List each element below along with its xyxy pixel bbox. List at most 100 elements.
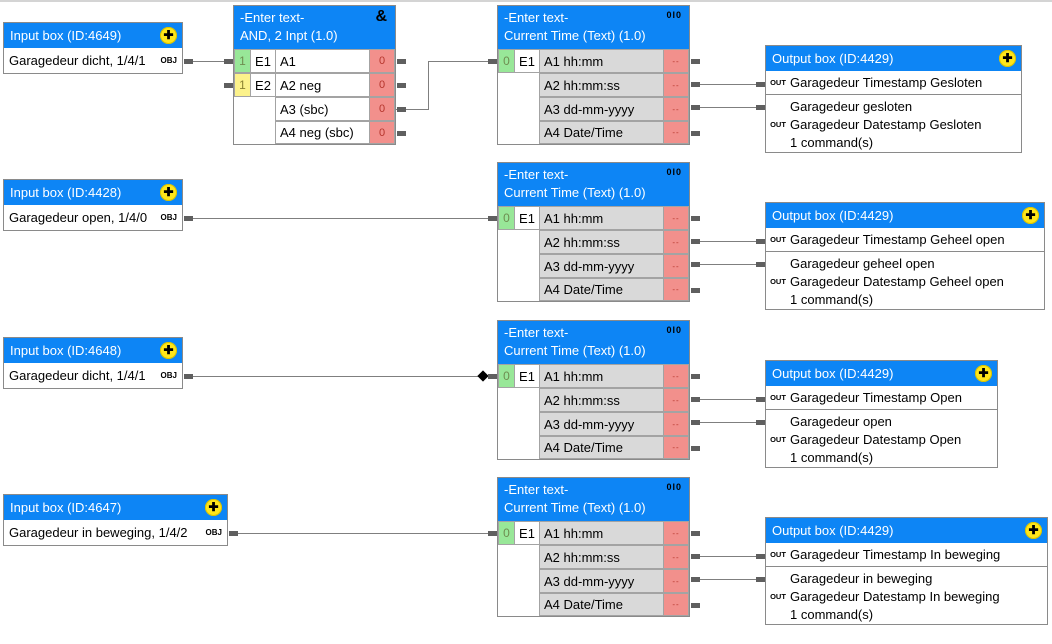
time-output-label-a1[interactable]: A1 hh:mm: [539, 206, 664, 230]
input-box-4428[interactable]: Input box (ID:4428) ✚ Garagedeur open, 1…: [3, 179, 183, 231]
time-output-value-a4[interactable]: --: [663, 121, 689, 144]
time-input-state[interactable]: 0: [498, 206, 515, 230]
and-output-value-a3[interactable]: 0: [369, 97, 395, 121]
time-output-value-a2[interactable]: --: [663, 545, 689, 569]
connection-dot[interactable]: [477, 370, 489, 382]
wire[interactable]: [184, 376, 484, 377]
wire[interactable]: [698, 264, 757, 265]
port-nub[interactable]: [691, 374, 700, 379]
port-nub[interactable]: [691, 531, 700, 536]
port-nub[interactable]: [756, 577, 765, 582]
plus-icon[interactable]: ✚: [999, 50, 1016, 67]
port-nub[interactable]: [756, 239, 765, 244]
port-nub[interactable]: [756, 105, 765, 110]
input-box-4648[interactable]: Input box (ID:4648) ✚ Garagedeur dicht, …: [3, 337, 183, 389]
time-output-label-a4[interactable]: A4 Date/Time: [539, 121, 664, 144]
time-output-value-a2[interactable]: --: [663, 388, 689, 412]
time-output-label-a4[interactable]: A4 Date/Time: [539, 278, 664, 301]
and-block-name[interactable]: -Enter text-: [240, 10, 305, 25]
port-nub[interactable]: [397, 59, 406, 64]
time-block-1[interactable]: -Enter text- Current Time (Text) (1.0) 0…: [497, 5, 690, 145]
port-nub[interactable]: [756, 262, 765, 267]
time-output-label-a3[interactable]: A3 dd-mm-yyyy: [539, 569, 664, 593]
wire[interactable]: [698, 422, 757, 423]
time-output-label-a2[interactable]: A2 hh:mm:ss: [539, 388, 664, 412]
time-output-label-a3[interactable]: A3 dd-mm-yyyy: [539, 412, 664, 436]
output-box-3[interactable]: Output box (ID:4429) ✚ OUT Garagedeur Ti…: [765, 360, 998, 468]
wire[interactable]: [184, 218, 488, 219]
output-command-row[interactable]: OUT Garagedeur Timestamp Gesloten: [766, 71, 1021, 95]
time-block-name[interactable]: -Enter text-: [504, 482, 569, 497]
time-output-label-a2[interactable]: A2 hh:mm:ss: [539, 230, 664, 254]
input-box-body[interactable]: Garagedeur in beweging, 1/4/2 OBJ: [4, 520, 227, 545]
plus-icon[interactable]: ✚: [1025, 522, 1042, 539]
wire[interactable]: [229, 533, 488, 534]
output-box-1[interactable]: Output box (ID:4429) ✚ OUT Garagedeur Ti…: [765, 45, 1022, 153]
time-output-label-a1[interactable]: A1 hh:mm: [539, 364, 664, 388]
output-command-group[interactable]: Garagedeur gesloten OUT Garagedeur Datest…: [766, 95, 1021, 152]
output-command-row[interactable]: OUT Garagedeur Timestamp In beweging: [766, 543, 1047, 567]
time-output-value-a3[interactable]: --: [663, 254, 689, 278]
time-block-3[interactable]: -Enter text- Current Time (Text) (1.0) 0…: [497, 320, 690, 460]
input-box-body[interactable]: Garagedeur dicht, 1/4/1 OBJ: [4, 48, 182, 73]
time-output-value-a1[interactable]: --: [663, 521, 689, 545]
wire[interactable]: [698, 107, 757, 108]
port-nub[interactable]: [691, 397, 700, 402]
and-input-state-e2[interactable]: 1: [234, 73, 251, 97]
plus-icon[interactable]: ✚: [160, 27, 177, 44]
port-nub[interactable]: [691, 239, 700, 244]
time-output-label-a3[interactable]: A3 dd-mm-yyyy: [539, 97, 664, 121]
time-block-name[interactable]: -Enter text-: [504, 10, 569, 25]
time-output-label-a2[interactable]: A2 hh:mm:ss: [539, 73, 664, 97]
port-nub[interactable]: [691, 603, 700, 608]
time-output-label-a4[interactable]: A4 Date/Time: [539, 593, 664, 616]
time-input-state[interactable]: 0: [498, 49, 515, 73]
and-block[interactable]: -Enter text- AND, 2 Inpt (1.0) & 1 E1 1 …: [233, 5, 396, 145]
wire[interactable]: [396, 109, 429, 110]
output-command-row[interactable]: OUT Garagedeur Timestamp Geheel open: [766, 228, 1044, 252]
time-output-value-a1[interactable]: --: [663, 49, 689, 73]
time-output-label-a3[interactable]: A3 dd-mm-yyyy: [539, 254, 664, 278]
and-output-label-a4[interactable]: A4 neg (sbc): [275, 121, 370, 144]
time-output-value-a4[interactable]: --: [663, 436, 689, 459]
output-box-2[interactable]: Output box (ID:4429) ✚ OUT Garagedeur Ti…: [765, 202, 1045, 310]
output-command-group[interactable]: Garagedeur geheel open OUT Garagedeur Dat…: [766, 252, 1044, 309]
wire[interactable]: [428, 61, 497, 62]
port-nub[interactable]: [691, 216, 700, 221]
port-nub[interactable]: [488, 216, 497, 221]
port-nub[interactable]: [229, 531, 238, 536]
input-box-4649[interactable]: Input box (ID:4649) ✚ Garagedeur dicht, …: [3, 22, 183, 74]
input-box-body[interactable]: Garagedeur open, 1/4/0 OBJ: [4, 205, 182, 230]
time-output-label-a4[interactable]: A4 Date/Time: [539, 436, 664, 459]
wire[interactable]: [698, 84, 757, 85]
port-nub[interactable]: [224, 59, 233, 64]
and-output-label-a3[interactable]: A3 (sbc): [275, 97, 370, 121]
port-nub[interactable]: [691, 59, 700, 64]
time-block-name[interactable]: -Enter text-: [504, 167, 569, 182]
time-output-value-a4[interactable]: --: [663, 278, 689, 301]
port-nub[interactable]: [756, 420, 765, 425]
input-box-body[interactable]: Garagedeur dicht, 1/4/1 OBJ: [4, 363, 182, 388]
plus-icon[interactable]: ✚: [205, 499, 222, 516]
port-nub[interactable]: [691, 420, 700, 425]
plus-icon[interactable]: ✚: [160, 184, 177, 201]
wire[interactable]: [698, 241, 757, 242]
time-output-label-a2[interactable]: A2 hh:mm:ss: [539, 545, 664, 569]
port-nub[interactable]: [691, 446, 700, 451]
plus-icon[interactable]: ✚: [975, 365, 992, 382]
and-input-state-e1[interactable]: 1: [234, 49, 251, 73]
port-nub[interactable]: [691, 262, 700, 267]
time-output-value-a3[interactable]: --: [663, 97, 689, 121]
input-box-4647[interactable]: Input box (ID:4647) ✚ Garagedeur in bewe…: [3, 494, 228, 546]
wire[interactable]: [184, 61, 233, 62]
port-nub[interactable]: [224, 83, 233, 88]
port-nub[interactable]: [184, 216, 193, 221]
port-nub[interactable]: [691, 131, 700, 136]
port-nub[interactable]: [397, 131, 406, 136]
output-command-row[interactable]: OUT Garagedeur Timestamp Open: [766, 386, 997, 410]
port-nub[interactable]: [397, 107, 406, 112]
wire[interactable]: [428, 61, 429, 110]
plus-icon[interactable]: ✚: [1022, 207, 1039, 224]
and-output-value-a1[interactable]: 0: [369, 49, 395, 73]
